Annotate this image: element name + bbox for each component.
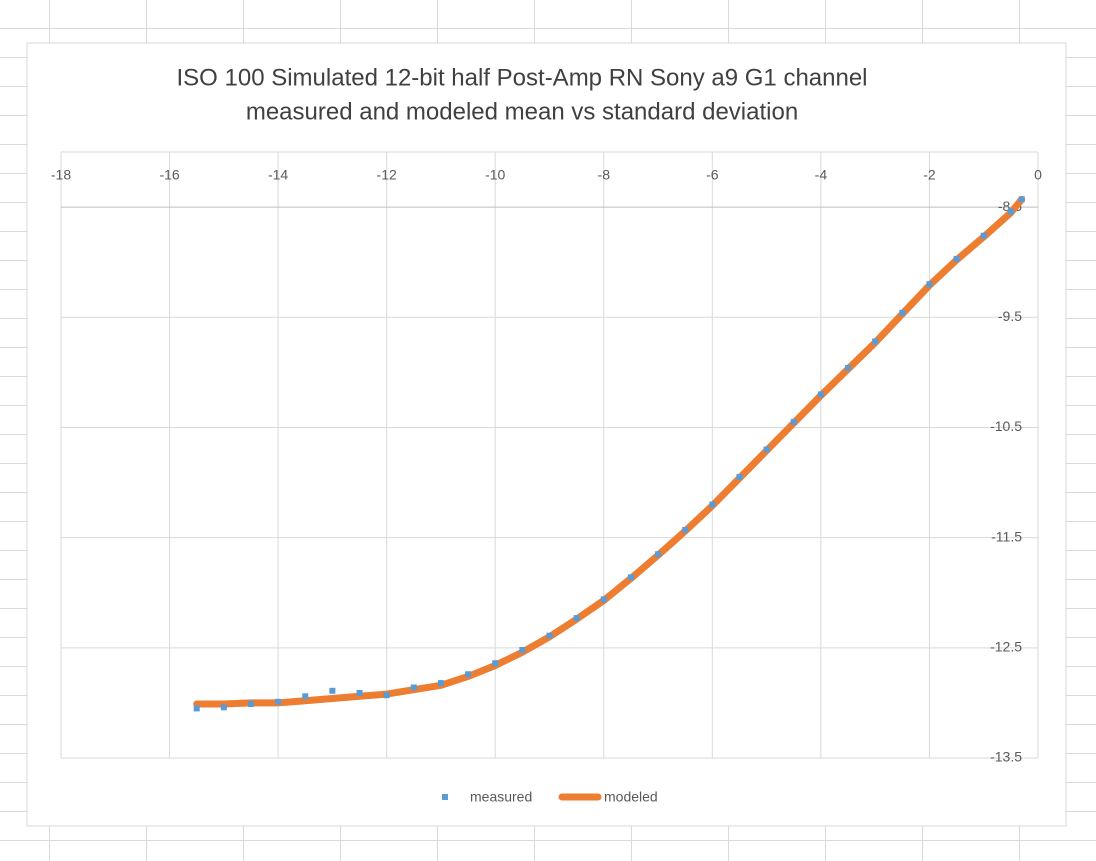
y-tick-label: -13.5 xyxy=(990,749,1022,765)
chart-area xyxy=(26,42,1067,827)
legend-label: modeled xyxy=(604,789,658,805)
x-tick-label: -8 xyxy=(598,167,611,183)
point xyxy=(546,632,553,639)
point xyxy=(437,680,444,687)
point xyxy=(220,704,227,711)
point xyxy=(573,615,580,622)
point xyxy=(953,255,960,262)
point xyxy=(899,309,906,316)
point xyxy=(492,660,499,667)
point xyxy=(329,687,336,694)
x-tick-label: -10 xyxy=(485,167,505,183)
point xyxy=(926,281,933,288)
point xyxy=(790,418,797,425)
point xyxy=(872,338,879,345)
y-tick-label: -12.5 xyxy=(990,639,1022,655)
y-tick-label: -10.5 xyxy=(990,418,1022,434)
point xyxy=(980,232,987,239)
legend-swatch xyxy=(442,794,448,800)
point xyxy=(655,551,662,558)
point xyxy=(247,701,254,708)
point xyxy=(682,526,689,533)
point xyxy=(817,391,824,398)
series-line xyxy=(193,195,1026,708)
x-tick-label: -14 xyxy=(268,167,288,183)
point xyxy=(763,446,770,453)
legend-label: measured xyxy=(470,789,532,805)
chart-title: measured and modeled mean vs standard de… xyxy=(246,98,798,125)
y-tick-label: -11.5 xyxy=(991,528,1022,544)
x-tick-label: -2 xyxy=(923,167,936,183)
x-tick-label: -16 xyxy=(159,167,179,183)
y-tick-label: -9.5 xyxy=(998,308,1022,324)
x-tick-label: -12 xyxy=(377,167,397,183)
point xyxy=(302,693,309,700)
point xyxy=(709,501,716,508)
point xyxy=(1007,208,1014,215)
x-tick-label: -6 xyxy=(706,167,719,183)
point xyxy=(465,671,472,678)
point xyxy=(519,647,526,654)
x-tick-label: -18 xyxy=(51,167,71,183)
point xyxy=(356,689,363,696)
chart-title: ISO 100 Simulated 12-bit half Post-Amp R… xyxy=(176,64,867,91)
point xyxy=(410,684,417,691)
x-tick-label: 0 xyxy=(1034,167,1042,183)
point xyxy=(193,705,200,712)
point xyxy=(627,574,634,581)
point xyxy=(600,596,607,603)
point xyxy=(383,692,390,699)
point xyxy=(736,474,743,481)
point xyxy=(845,364,852,371)
point xyxy=(1018,196,1025,203)
x-tick-label: -4 xyxy=(815,167,828,183)
point xyxy=(275,698,282,705)
